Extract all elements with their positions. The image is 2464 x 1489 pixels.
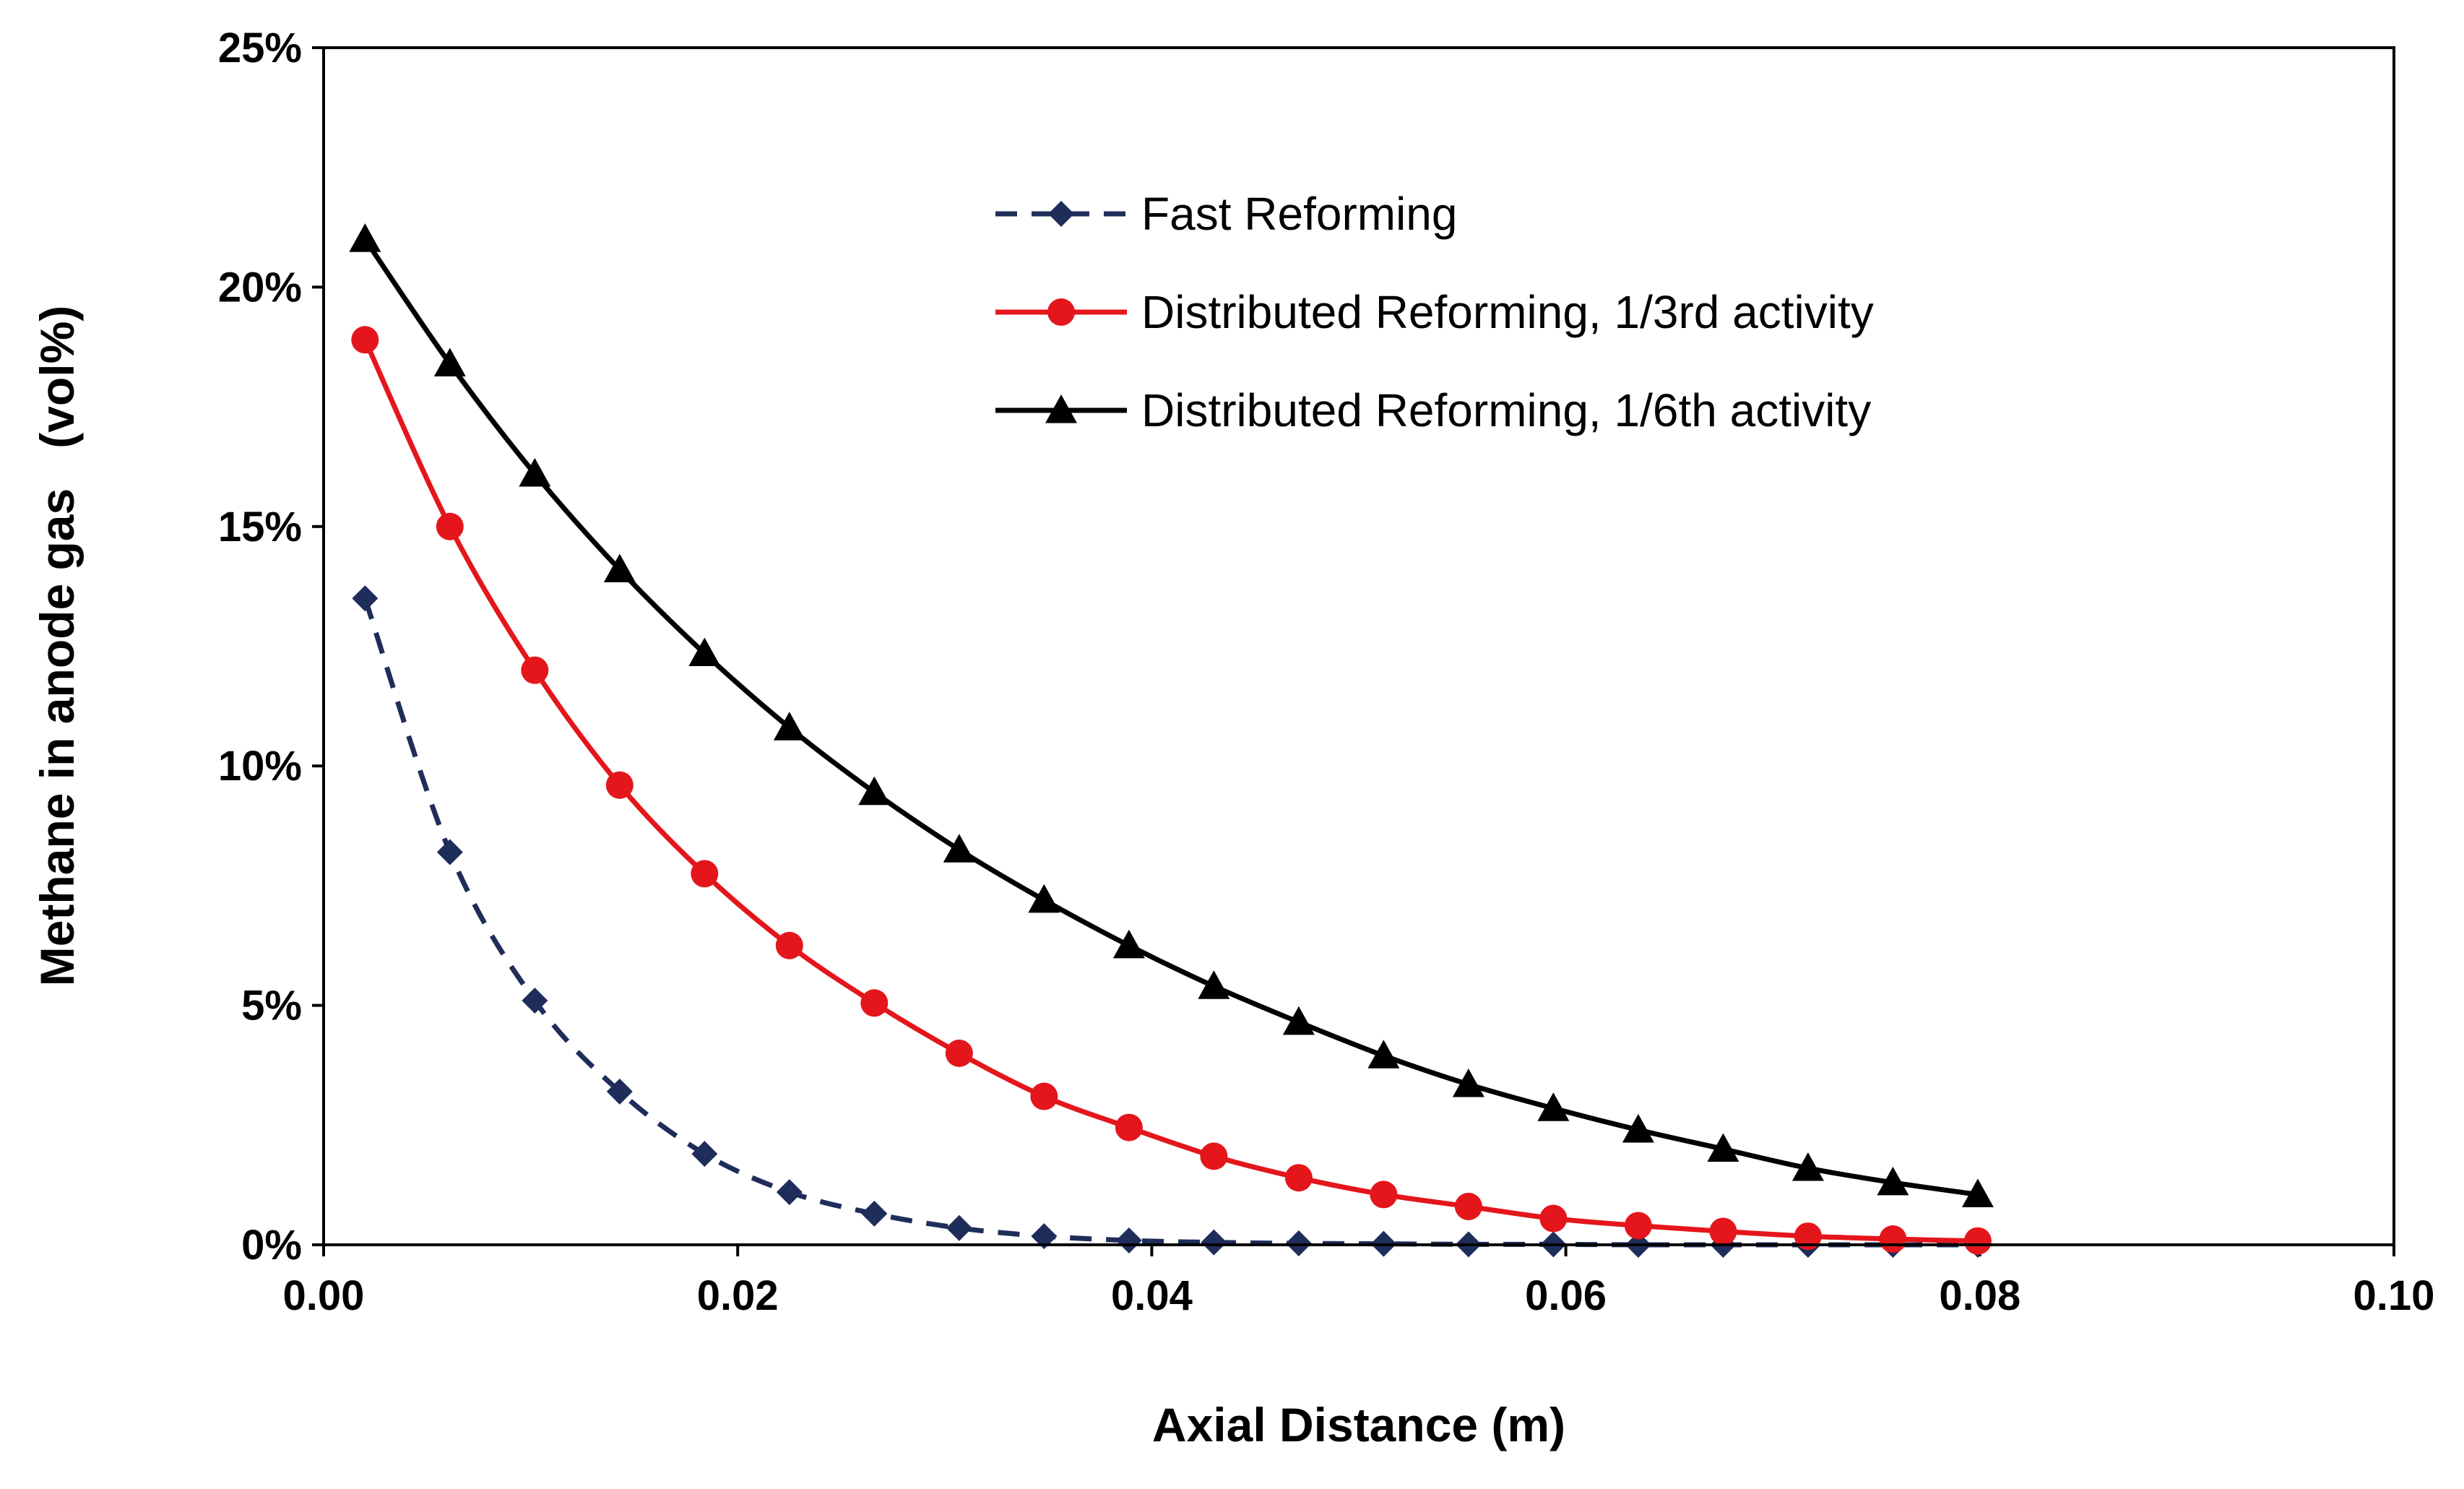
data-point [1201,1229,1227,1256]
data-point [522,987,548,1014]
data-point [433,348,466,377]
series-line [363,338,1979,1244]
y-tick-label: 5% [241,983,302,1030]
data-point [776,1179,803,1206]
data-point [603,553,636,583]
x-tick-label: 0.06 [1525,1272,1607,1319]
data-point [1115,1227,1142,1254]
legend-swatch-marker [1045,394,1077,423]
y-tick-label: 15% [218,504,302,551]
legend: Fast Reforming Distributed Reforming, 1/3… [995,188,1874,436]
y-axis-title: Methane in anode gas (vol%) [30,306,84,986]
data-point [1963,1227,1992,1255]
data-point [1284,1164,1313,1192]
y-tick-label: 10% [218,743,302,790]
legend-label: Distributed Reforming, 1/3rd activity [1141,286,1874,338]
data-point [1115,1113,1143,1141]
data-point [858,776,891,806]
data-point [1028,884,1060,913]
data-point [1539,1204,1568,1233]
legend-entry: Distributed Reforming, 1/3rd activity [995,286,1874,338]
series-layer [349,223,1994,1258]
series-triangle [349,223,1994,1208]
y-tick-label: 25% [218,25,302,72]
data-point [1961,1178,1994,1208]
data-point [1200,1142,1228,1170]
series-circle [351,326,1992,1255]
legend-label: Fast Reforming [1141,188,1457,240]
x-tick-label: 0.10 [2353,1272,2435,1319]
data-point [352,585,379,612]
data-point [1031,1223,1058,1250]
data-point [521,656,549,684]
data-point [349,223,381,252]
data-point [1791,1152,1824,1181]
data-point [1198,970,1230,999]
axis-ticks: 0.00 0.02 0.04 0.06 0.08 0.10 0% 5% 10% 15% 20% 25% [218,25,2435,1319]
data-point [1707,1133,1739,1162]
data-point [691,1141,718,1168]
data-point [1282,1006,1315,1035]
y-tick-label: 20% [218,264,302,311]
x-tick-label: 0.04 [1111,1272,1193,1319]
data-point [688,637,721,667]
legend-entry: Distributed Reforming, 1/6th activity [995,384,1871,436]
data-point [436,839,463,866]
data-point [606,1078,633,1105]
data-point [1709,1217,1737,1246]
data-point [775,931,803,959]
data-point [945,1039,973,1067]
data-point [519,457,551,487]
data-point [436,512,464,540]
data-point [1367,1040,1400,1069]
x-axis-title: Axial Distance (m) [1152,1398,1565,1451]
data-point [946,1214,972,1241]
x-tick-label: 0.02 [697,1272,779,1319]
data-point [861,1200,888,1227]
data-point [1537,1092,1570,1121]
y-tick-label: 0% [241,1222,302,1269]
data-point [1624,1212,1652,1240]
data-point [943,834,975,863]
plot-area-frame [322,46,2395,1246]
legend-label: Distributed Reforming, 1/6th activity [1141,384,1871,436]
data-point [773,712,805,741]
data-point [605,771,634,799]
data-point [1454,1192,1482,1220]
data-point [1112,929,1145,959]
data-point [351,326,379,354]
data-point [1877,1166,1909,1196]
data-point [1030,1082,1058,1110]
legend-entry: Fast Reforming [995,188,1457,240]
data-point [860,989,889,1017]
legend-swatch-marker [1047,298,1075,326]
data-point [1622,1113,1654,1143]
x-tick-label: 0.08 [1939,1272,2020,1319]
x-tick-label: 0.00 [283,1272,365,1319]
data-point [691,860,719,888]
data-point [1794,1222,1822,1251]
data-point [1452,1068,1484,1097]
data-point [1879,1225,1907,1253]
legend-swatch-marker [1048,201,1074,227]
data-point [1370,1181,1398,1209]
